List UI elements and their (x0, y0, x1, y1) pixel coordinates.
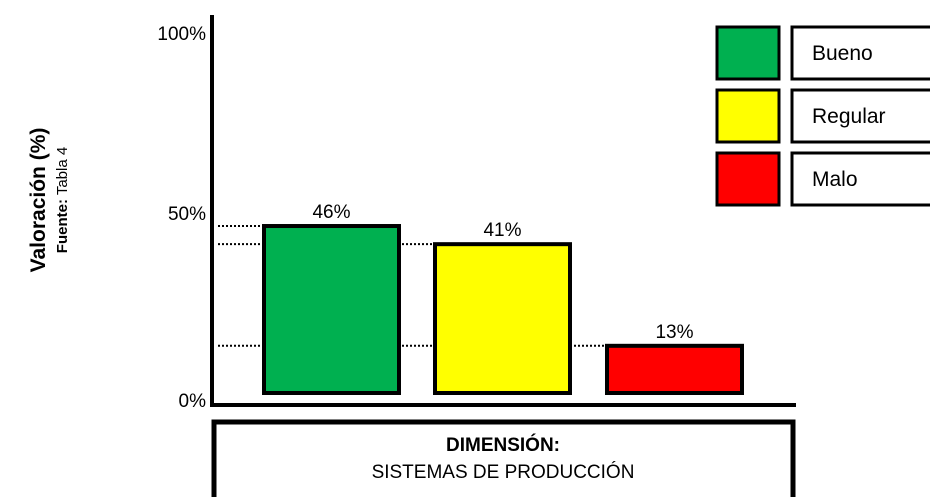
bar-malo (605, 343, 744, 395)
y-tick-50: 50% (168, 204, 206, 225)
legend-label-regular: Regular (812, 105, 886, 128)
x-axis-title: DIMENSIÓN: (446, 434, 560, 456)
data-labels: 46% 41% 13% (312, 202, 693, 343)
legend-label-malo: Malo (812, 168, 858, 191)
legend-box-bueno (790, 25, 930, 81)
source-label: Fuente: (54, 199, 71, 253)
data-label-regular: 41% (483, 220, 521, 241)
y-tick-100: 100% (157, 24, 206, 45)
legend-swatch-bueno (715, 25, 781, 81)
source-note: Fuente: Tabla 4 (54, 147, 71, 253)
legend-swatch-malo (715, 151, 781, 207)
x-axis-caption-frame (211, 419, 796, 497)
y-axis-title: Valoración (%) (27, 128, 50, 273)
x-axis-subtitle: SISTEMAS DE PRODUCCIÓN (372, 461, 635, 483)
data-label-bueno: 46% (312, 202, 350, 223)
data-label-malo: 13% (655, 322, 693, 343)
bars (262, 224, 744, 395)
x-axis-caption: DIMENSIÓN: SISTEMAS DE PRODUCCIÓN (211, 419, 796, 497)
legend-box-malo (790, 151, 930, 207)
legend-label-bueno: Bueno (812, 42, 873, 65)
legend: Bueno Regular Malo (715, 25, 930, 207)
source-value: Tabla 4 (54, 147, 71, 195)
legend-swatch-regular (715, 88, 781, 144)
bar-bueno (262, 224, 401, 395)
legend-box-regular (790, 88, 930, 144)
y-tick-0: 0% (179, 391, 207, 412)
bar-regular (433, 242, 572, 395)
